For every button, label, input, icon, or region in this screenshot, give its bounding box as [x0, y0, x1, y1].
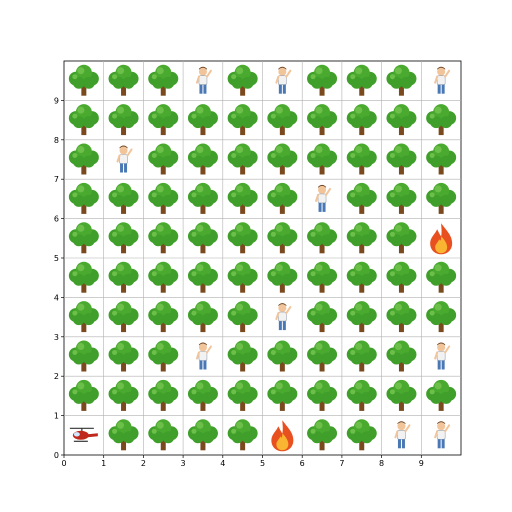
x-tick-label: 7: [339, 459, 344, 468]
x-tick-label: 2: [141, 459, 146, 468]
x-tick-label: 4: [220, 459, 225, 468]
y-tick-label: 4: [54, 293, 59, 302]
y-tick-label: 7: [54, 175, 59, 184]
x-tick-label: 6: [300, 459, 305, 468]
y-tick-label: 9: [54, 96, 59, 105]
y-tick-label: 8: [54, 136, 59, 145]
x-tick-label: 1: [101, 459, 106, 468]
y-tick-label: 0: [54, 451, 59, 460]
x-tick-label: 8: [379, 459, 384, 468]
x-tick-label: 0: [61, 459, 66, 468]
y-tick-label: 3: [54, 333, 59, 342]
y-tick-label: 6: [54, 215, 59, 224]
x-tick-label: 3: [181, 459, 186, 468]
y-axis: 0 1 2 3 4 5 6 7 8 9: [54, 96, 64, 460]
y-tick-label: 2: [54, 372, 59, 381]
y-tick-label: 5: [54, 254, 59, 263]
x-tick-label: 5: [260, 459, 265, 468]
x-tick-label: 9: [419, 459, 424, 468]
y-tick-label: 1: [54, 412, 59, 421]
x-axis: 0 1 2 3 4 5 6 7 8 9: [61, 455, 424, 468]
grid-lines: [64, 61, 461, 455]
